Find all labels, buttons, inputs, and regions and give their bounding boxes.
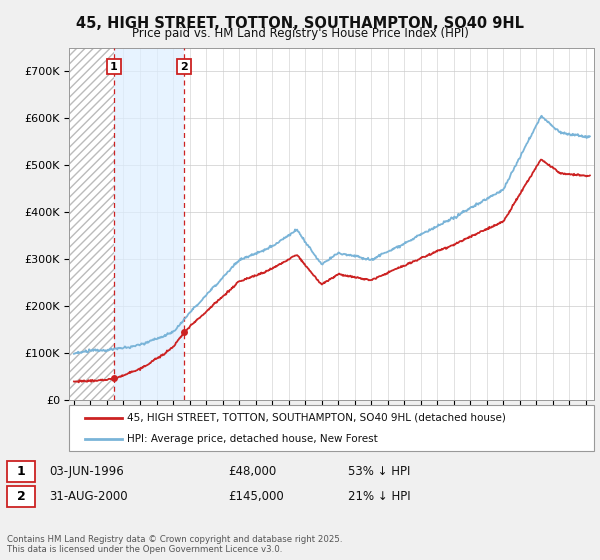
Text: 03-JUN-1996: 03-JUN-1996 [49,465,124,478]
Text: 2: 2 [17,490,25,503]
Text: 31-AUG-2000: 31-AUG-2000 [49,490,128,503]
Text: 45, HIGH STREET, TOTTON, SOUTHAMPTON, SO40 9HL: 45, HIGH STREET, TOTTON, SOUTHAMPTON, SO… [76,16,524,31]
Text: £48,000: £48,000 [228,465,276,478]
Text: 2: 2 [180,62,188,72]
Text: 1: 1 [17,465,25,478]
Text: 1: 1 [110,62,118,72]
Text: Price paid vs. HM Land Registry's House Price Index (HPI): Price paid vs. HM Land Registry's House … [131,27,469,40]
Text: 21% ↓ HPI: 21% ↓ HPI [348,490,410,503]
Text: £145,000: £145,000 [228,490,284,503]
FancyBboxPatch shape [69,405,594,451]
Bar [69,48,114,400]
Text: Contains HM Land Registry data © Crown copyright and database right 2025.
This d: Contains HM Land Registry data © Crown c… [7,535,343,554]
Text: 53% ↓ HPI: 53% ↓ HPI [348,465,410,478]
Bar [114,48,184,400]
Text: 45, HIGH STREET, TOTTON, SOUTHAMPTON, SO40 9HL (detached house): 45, HIGH STREET, TOTTON, SOUTHAMPTON, SO… [127,413,506,423]
Text: HPI: Average price, detached house, New Forest: HPI: Average price, detached house, New … [127,435,377,444]
